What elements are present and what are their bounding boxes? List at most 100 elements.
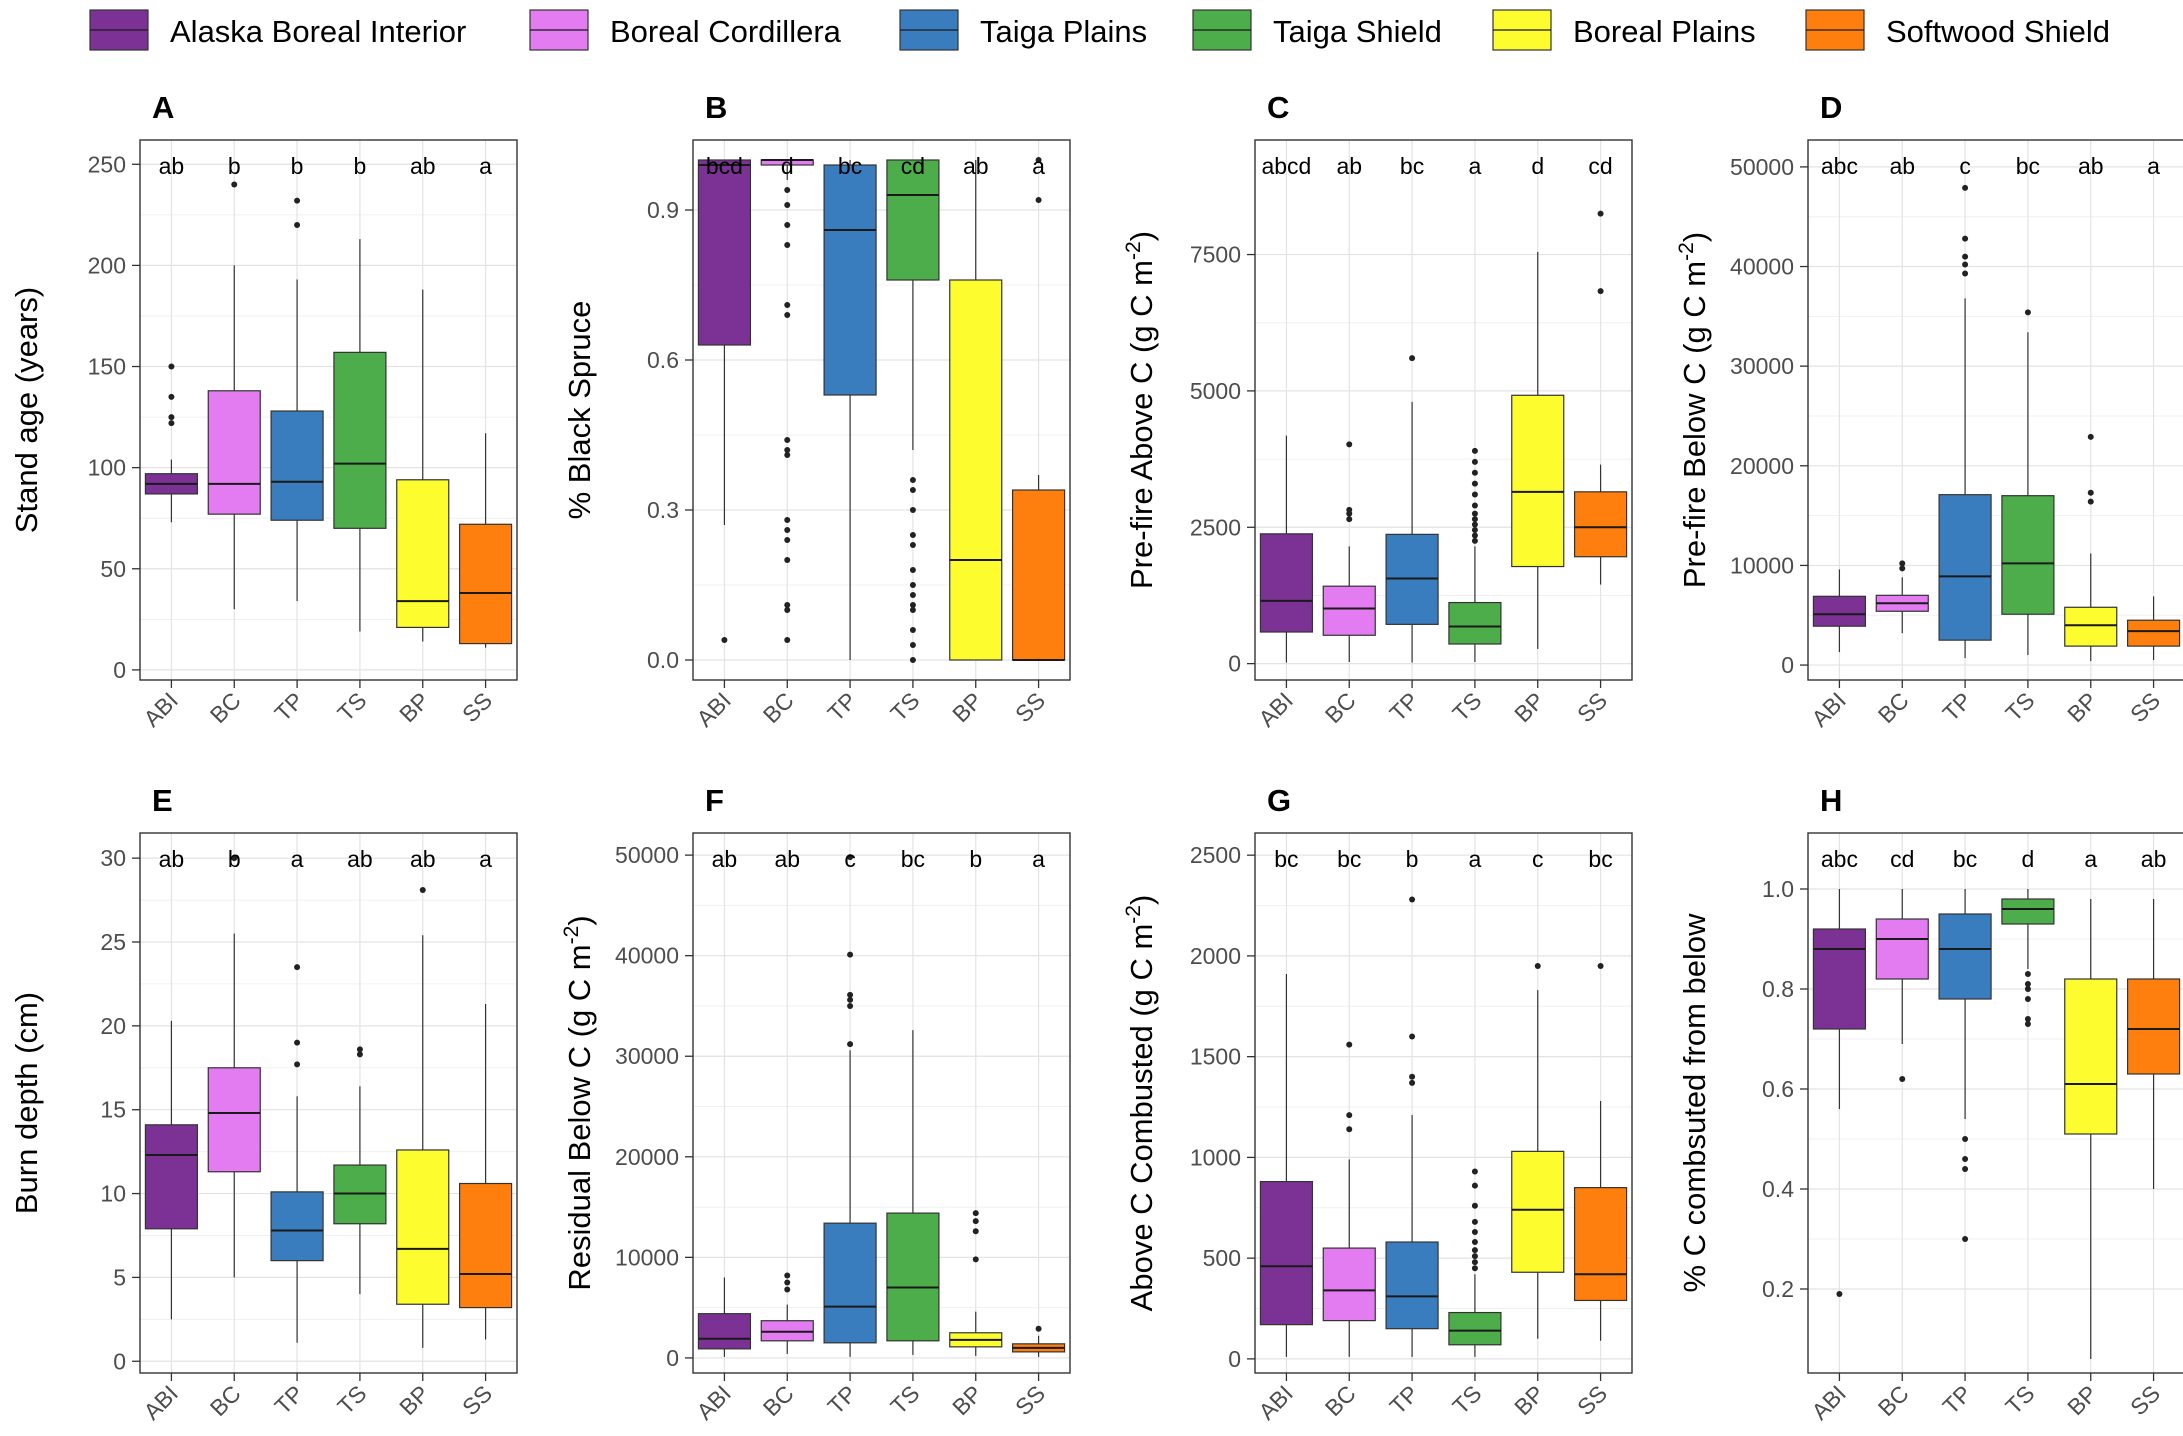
- boxes: abc ab c bc ab a: [1812, 153, 2181, 662]
- box-abi: ab: [144, 153, 199, 523]
- box-tp: c: [1938, 153, 1992, 659]
- outlier-point: [1409, 1033, 1416, 1040]
- outlier-point: [784, 1279, 791, 1286]
- outlier-point: [1471, 510, 1478, 517]
- outlier-point: [972, 1218, 979, 1225]
- y-tick-label: 0: [1781, 652, 1794, 678]
- panel-border: [692, 832, 1071, 1374]
- legend-label: Taiga Shield: [1273, 14, 1442, 49]
- iqr-box: [823, 164, 877, 396]
- outlier-point: [2024, 1016, 2031, 1022]
- outlier-point: [847, 1002, 854, 1009]
- iqr-box: [270, 410, 324, 521]
- box-bc: b: [207, 153, 261, 610]
- outlier-point: [1899, 560, 1906, 567]
- y-tick-label: 50000: [1730, 154, 1794, 180]
- panel-letter: D: [1820, 90, 1842, 125]
- box-ts: bc: [886, 846, 940, 1355]
- y-axis-title: Stand age (years): [9, 287, 44, 533]
- outlier-point: [1597, 210, 1604, 217]
- outlier-point: [2024, 996, 2031, 1002]
- iqr-box: [396, 479, 450, 629]
- iqr-box: [1448, 601, 1502, 645]
- outlier-point: [909, 657, 916, 663]
- panel-border: [1254, 139, 1633, 681]
- box-bp: ab: [949, 153, 1003, 661]
- y-axis: 0 500 1000 1500 2000 2500: [1190, 842, 1255, 1372]
- box-bc: ab: [1322, 153, 1376, 662]
- significance-letter: ab: [159, 846, 185, 872]
- legend-label: Taiga Plains: [980, 14, 1147, 49]
- significance-letter: abc: [1821, 846, 1858, 872]
- outlier-point: [909, 582, 916, 588]
- outlier-point: [1534, 962, 1541, 969]
- y-axis-title: Pre-fire Below C (g C m-2): [1675, 232, 1712, 588]
- iqr-box: [458, 523, 513, 645]
- outlier-point: [168, 420, 175, 427]
- significance-letter: ab: [347, 846, 373, 872]
- iqr-box: [1938, 494, 1992, 641]
- box-ss: a: [458, 153, 513, 648]
- y-tick-label: 500: [1203, 1245, 1241, 1271]
- box-ss: a: [2126, 153, 2181, 661]
- outlier-point: [784, 447, 791, 453]
- y-axis: 0 10000 20000 30000 40000 50000: [615, 842, 693, 1371]
- y-axis-title-text: Residual Below C (g C m: [562, 944, 597, 1290]
- outlier-point: [1471, 532, 1478, 539]
- box-abi: bc: [1259, 846, 1314, 1357]
- significance-letter: bc: [1274, 846, 1298, 872]
- box-ss: a: [458, 846, 513, 1340]
- iqr-box: [207, 1067, 261, 1173]
- iqr-box: [949, 279, 1003, 661]
- outlier-point: [2024, 981, 2031, 987]
- y-tick-label: 100: [88, 455, 126, 481]
- box-tp: bc: [1938, 846, 1992, 1242]
- legend-item-abi: Alaska Boreal Interior: [89, 9, 466, 51]
- outlier-point: [1471, 1247, 1478, 1254]
- y-tick-label: 0.9: [647, 197, 679, 223]
- outlier-point: [784, 302, 791, 308]
- significance-letter: c: [844, 846, 856, 872]
- outlier-point: [1962, 1136, 1969, 1142]
- outlier-point: [784, 222, 791, 228]
- significance-letter: abcd: [1261, 153, 1311, 179]
- outlier-point: [1471, 480, 1478, 487]
- box-ss: a: [1011, 846, 1066, 1357]
- outlier-point: [909, 607, 916, 613]
- y-tick-label: 0: [1228, 651, 1241, 677]
- y-tick-label: 0.0: [647, 647, 679, 673]
- outlier-point: [1597, 288, 1604, 295]
- outlier-point: [1962, 235, 1969, 242]
- legend-item-ss: Softwood Shield: [1805, 9, 2110, 51]
- outlier-point: [1471, 516, 1478, 523]
- panel-letter: F: [705, 783, 724, 818]
- significance-letter: ab: [1336, 153, 1362, 179]
- iqr-box: [1259, 1180, 1314, 1326]
- outlier-point: [784, 1272, 791, 1279]
- y-tick-label: 30000: [615, 1043, 679, 1069]
- outlier-point: [972, 1210, 979, 1217]
- outlier-point: [1471, 1253, 1478, 1260]
- significance-letter: d: [781, 153, 794, 179]
- outlier-point: [356, 1051, 363, 1058]
- iqr-box: [1938, 913, 1992, 1000]
- panel-letter: A: [152, 90, 174, 125]
- outlier-point: [909, 477, 916, 483]
- boxes: abcd ab bc a d cd: [1259, 153, 1628, 663]
- iqr-box: [1812, 928, 1867, 1030]
- y-tick-label: 7500: [1190, 242, 1241, 268]
- outlier-point: [1409, 1073, 1416, 1080]
- outlier-point: [1471, 1218, 1478, 1225]
- outlier-point: [1597, 962, 1604, 969]
- box-abi: ab: [144, 846, 199, 1320]
- panel-border: [139, 832, 518, 1374]
- iqr-box: [760, 1320, 814, 1342]
- outlier-point: [1471, 537, 1478, 544]
- significance-letter: cd: [1890, 846, 1914, 872]
- iqr-box: [1875, 918, 1929, 980]
- outlier-point: [1035, 1325, 1042, 1332]
- outlier-point: [2087, 433, 2094, 440]
- box-tp: bc: [823, 153, 877, 660]
- box-bc: d: [760, 153, 814, 643]
